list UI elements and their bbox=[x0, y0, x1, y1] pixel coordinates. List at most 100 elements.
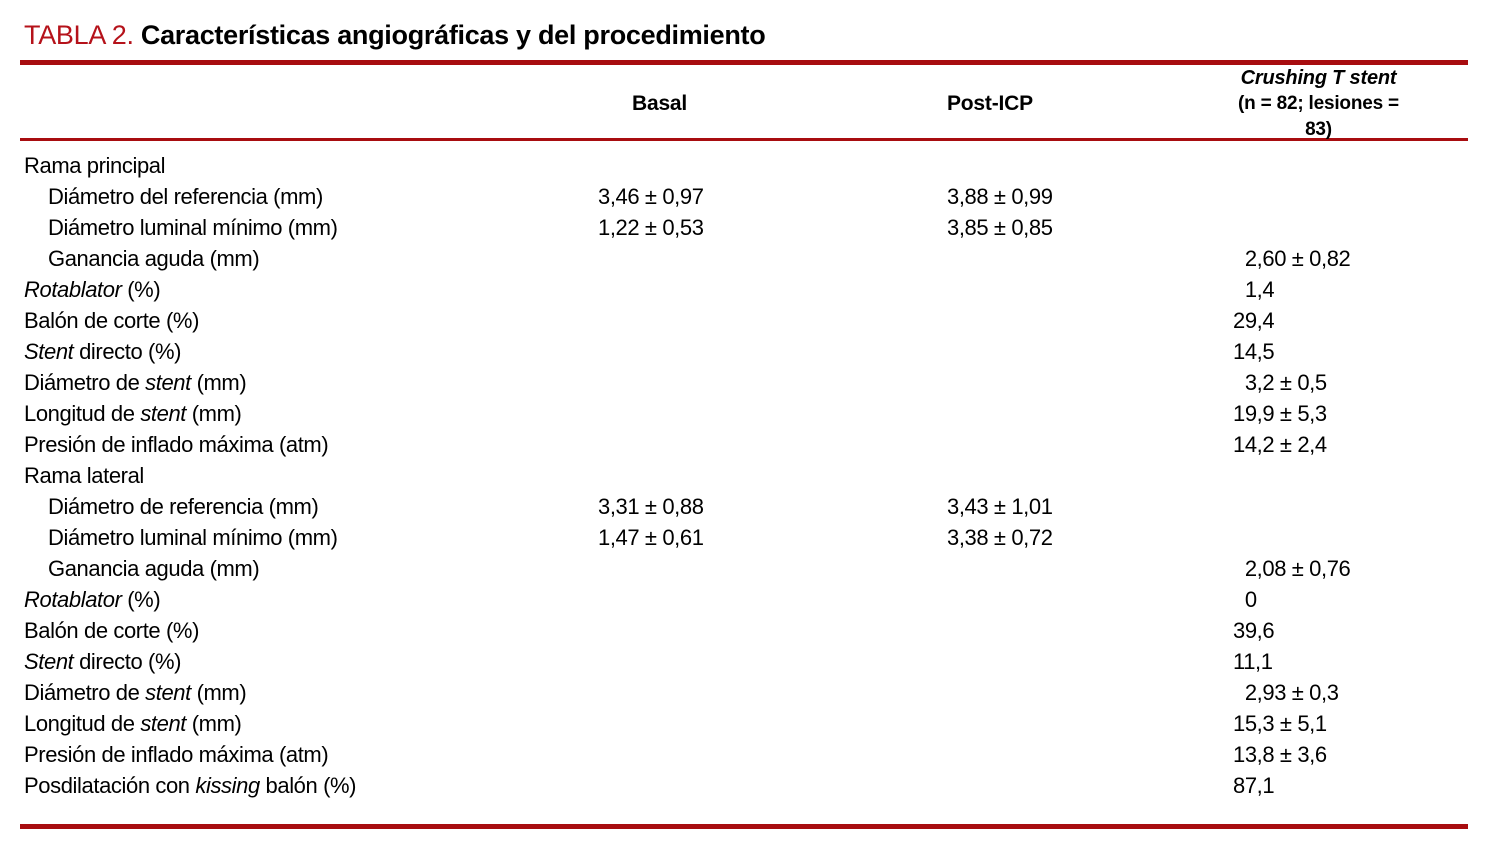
cell-post-icp bbox=[947, 677, 1233, 708]
label-italic-segment: Stent bbox=[24, 339, 74, 364]
cell-basal bbox=[598, 770, 947, 801]
row-label: Longitud de stent (mm) bbox=[24, 398, 598, 429]
cell-crushing-t-stent: 14,2 ± 2,4 bbox=[1233, 432, 1327, 457]
row-label: Diámetro luminal mínimo (mm) bbox=[24, 212, 598, 243]
label-segment: Longitud de bbox=[24, 711, 141, 736]
label-segment: Diámetro luminal mínimo (mm) bbox=[48, 215, 338, 240]
row-label: Rama lateral bbox=[24, 460, 598, 491]
table-row: Rama principal bbox=[24, 150, 1472, 181]
table-title-text: Características angiográficas y del proc… bbox=[140, 20, 766, 50]
table-row: Balón de corte (%) 39,6 bbox=[24, 615, 1472, 646]
table-row: Ganancia aguda (mm) 2,08 ± 0,76 bbox=[24, 553, 1472, 584]
label-segment: directo (%) bbox=[73, 339, 182, 364]
label-segment: Rama principal bbox=[24, 153, 166, 178]
row-label: Diámetro del referencia (mm) bbox=[24, 181, 598, 212]
table-row: Presión de inflado máxima (atm) 13,8 ± 3,… bbox=[24, 739, 1472, 770]
table-row: Diámetro de stent (mm) 2,93 ± 0,3 bbox=[24, 677, 1472, 708]
label-segment: Balón de corte (%) bbox=[24, 308, 199, 333]
label-segment: Presión de inflado máxima (atm) bbox=[24, 742, 329, 767]
cell-crushing-t-stent: 2,93 ± 0,3 bbox=[1233, 680, 1339, 705]
table-number-label: TABLA 2. bbox=[24, 20, 134, 50]
row-label: Rotablator (%) bbox=[24, 584, 598, 615]
cell-basal bbox=[598, 553, 947, 584]
table-row: Stent directo (%) 14,5 bbox=[24, 336, 1472, 367]
cell-basal bbox=[598, 615, 947, 646]
table-row: Rotablator (%) 1,4 bbox=[24, 274, 1472, 305]
cell-post-icp bbox=[947, 739, 1233, 770]
row-label: Rotablator (%) bbox=[24, 274, 598, 305]
cell-post-icp: 3,43 ± 1,01 bbox=[947, 494, 1053, 519]
cell-basal: 3,31 ± 0,88 bbox=[598, 494, 704, 519]
row-label: Diámetro de stent (mm) bbox=[24, 677, 598, 708]
row-label: Rama principal bbox=[24, 150, 598, 181]
column-header-crushing-sample: (n = 82; lesiones = 83) bbox=[1238, 93, 1399, 140]
cell-basal bbox=[598, 708, 947, 739]
column-header-crushing-name: Crushing T stent bbox=[1240, 67, 1397, 89]
header-rule bbox=[20, 138, 1468, 141]
cell-basal: 1,47 ± 0,61 bbox=[598, 525, 704, 550]
label-segment: Rama lateral bbox=[24, 463, 144, 488]
table-row: Diámetro del referencia (mm) 3,46 ± 0,97 3… bbox=[24, 181, 1472, 212]
cell-basal: 1,22 ± 0,53 bbox=[598, 215, 704, 240]
table-row: Ganancia aguda (mm) 2,60 ± 0,82 bbox=[24, 243, 1472, 274]
cell-crushing-t-stent bbox=[1233, 522, 1472, 553]
cell-crushing-t-stent: 1,4 bbox=[1233, 277, 1275, 302]
table-row: Diámetro de stent (mm) 3,2 ± 0,5 bbox=[24, 367, 1472, 398]
cell-crushing-t-stent: 13,8 ± 3,6 bbox=[1233, 742, 1327, 767]
cell-crushing-t-stent bbox=[1233, 150, 1472, 181]
cell-crushing-t-stent: 14,5 bbox=[1233, 339, 1275, 364]
cell-basal: 3,46 ± 0,97 bbox=[598, 184, 704, 209]
cell-crushing-t-stent bbox=[1233, 491, 1472, 522]
cell-basal bbox=[598, 243, 947, 274]
row-label: Ganancia aguda (mm) bbox=[24, 243, 598, 274]
label-segment: Diámetro de bbox=[24, 370, 146, 395]
row-label: Posdilatación con kissing balón (%) bbox=[24, 770, 598, 801]
table-row: Diámetro luminal mínimo (mm) 1,22 ± 0,53 3… bbox=[24, 212, 1472, 243]
label-segment: directo (%) bbox=[73, 649, 182, 674]
cell-basal bbox=[598, 150, 947, 181]
cell-post-icp bbox=[947, 708, 1233, 739]
cell-basal bbox=[598, 646, 947, 677]
row-label: Ganancia aguda (mm) bbox=[24, 553, 598, 584]
cell-post-icp bbox=[947, 274, 1233, 305]
cell-post-icp bbox=[947, 150, 1233, 181]
label-segment: Diámetro de referencia (mm) bbox=[48, 494, 319, 519]
label-italic-segment: stent bbox=[140, 401, 187, 426]
table-body: Rama principal Diámetro del referencia (m… bbox=[24, 141, 1472, 801]
table-row: Stent directo (%) 11,1 bbox=[24, 646, 1472, 677]
cell-crushing-t-stent: 0 bbox=[1233, 587, 1257, 612]
row-label: Presión de inflado máxima (atm) bbox=[24, 429, 598, 460]
cell-basal bbox=[598, 305, 947, 336]
label-segment: Diámetro de bbox=[24, 680, 146, 705]
cell-post-icp bbox=[947, 305, 1233, 336]
cell-basal bbox=[598, 739, 947, 770]
table-row: Balón de corte (%) 29,4 bbox=[24, 305, 1472, 336]
row-label: Diámetro luminal mínimo (mm) bbox=[24, 522, 598, 553]
cell-post-icp bbox=[947, 367, 1233, 398]
table-row: Diámetro luminal mínimo (mm) 1,47 ± 0,61 3… bbox=[24, 522, 1472, 553]
label-italic-segment: stent bbox=[145, 680, 191, 705]
row-label: Diámetro de referencia (mm) bbox=[24, 491, 598, 522]
table-title: TABLA 2. Características angiográficas y… bbox=[24, 0, 1472, 52]
cell-basal bbox=[598, 274, 947, 305]
label-segment: Diámetro del referencia (mm) bbox=[48, 184, 323, 209]
cell-post-icp bbox=[947, 770, 1233, 801]
label-segment: Ganancia aguda (mm) bbox=[48, 246, 260, 271]
label-italic-segment: Stent bbox=[24, 649, 74, 674]
cell-basal bbox=[598, 460, 947, 491]
cell-post-icp bbox=[947, 429, 1233, 460]
label-segment: (mm) bbox=[186, 711, 242, 736]
label-segment: (mm) bbox=[190, 370, 247, 395]
label-segment: Diámetro luminal mínimo (mm) bbox=[48, 525, 338, 550]
label-italic-segment: stent bbox=[140, 711, 187, 736]
cell-post-icp bbox=[947, 584, 1233, 615]
cell-crushing-t-stent bbox=[1233, 181, 1472, 212]
table-row: Rotablator (%) 0 bbox=[24, 584, 1472, 615]
cell-basal bbox=[598, 398, 947, 429]
cell-basal bbox=[598, 367, 947, 398]
label-segment: Presión de inflado máxima (atm) bbox=[24, 432, 329, 457]
label-italic-segment: Rotablator bbox=[24, 587, 122, 612]
row-label: Balón de corte (%) bbox=[24, 305, 598, 336]
row-label: Presión de inflado máxima (atm) bbox=[24, 739, 598, 770]
cell-post-icp bbox=[947, 553, 1233, 584]
